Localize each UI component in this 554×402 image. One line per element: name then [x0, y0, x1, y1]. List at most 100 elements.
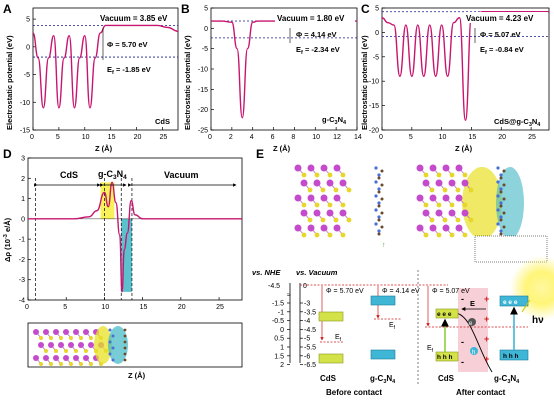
axis-break: ≈: [287, 292, 291, 299]
s-atom: [333, 217, 339, 223]
vacuum-top-tick: 0: [303, 283, 307, 290]
y-tick-label: -4: [19, 298, 25, 305]
plus-sign: +: [484, 314, 489, 324]
s-atom: [49, 362, 53, 366]
cd-atom: [313, 209, 321, 217]
ef-label-after: Ef: [427, 345, 434, 354]
cd-atom: [333, 194, 341, 202]
y-tick-label: 0: [26, 44, 30, 51]
cd-atom: [429, 224, 437, 232]
vacuum-tick-label: -5.5: [304, 345, 316, 352]
y-tick-label: -5: [373, 54, 379, 61]
y-tick-label: -15: [369, 103, 379, 110]
y-tick-label: 2: [21, 176, 25, 183]
cd-atom: [63, 355, 69, 361]
s-atom: [423, 202, 429, 208]
c-atom: [502, 169, 506, 173]
y-tick-label: -5: [202, 46, 208, 53]
s-atom: [340, 232, 346, 238]
cds-lattice-d: [33, 329, 108, 366]
y-tick-label: -15: [20, 128, 30, 135]
cd-atom: [461, 179, 469, 187]
structure-before-e: [294, 164, 384, 238]
cd-atom: [429, 164, 437, 172]
s-atom: [468, 217, 474, 223]
c-atom: [123, 346, 127, 350]
cd-atom: [339, 179, 347, 187]
plot-frame-d: [27, 157, 243, 301]
y-tick-label: 5: [375, 6, 379, 13]
x-tick-label: 12: [333, 134, 341, 141]
c-atom: [502, 197, 506, 201]
x-tick-label: 0: [25, 304, 29, 311]
s-atom: [307, 217, 313, 223]
vs-vacuum-label: vs. Vacuum: [296, 268, 338, 277]
s-atom: [79, 362, 83, 366]
s-atom: [89, 362, 93, 366]
c-atom: [499, 232, 503, 236]
s-atom: [462, 172, 468, 178]
s-atom: [449, 202, 455, 208]
c-atom: [502, 225, 506, 229]
c-atom: [123, 352, 127, 356]
plus-sign: +: [484, 334, 489, 344]
before-contact-label: Before contact: [326, 388, 382, 397]
cd-atom: [442, 164, 450, 172]
s-atom: [423, 172, 429, 178]
s-atom: [455, 187, 461, 193]
n-atom: [496, 194, 500, 198]
gcn-layer-d: [108, 328, 127, 362]
ylabel-a: Electrostatic potential (eV): [5, 35, 14, 130]
c-atom: [502, 211, 506, 215]
nhe-tick-label: -1.5: [272, 301, 284, 308]
n-atom: [499, 201, 503, 205]
cds-cb-block-before: [318, 311, 344, 322]
gcn-electrons: e e e: [503, 299, 518, 306]
minus-signs: - - -: [461, 294, 464, 367]
ticks-c: 0 5 10 15 20 25 5 0 -5 -10 -15 -20: [369, 6, 536, 142]
cd-atom: [416, 194, 424, 202]
cd-atom: [422, 209, 430, 217]
n-atom: [499, 215, 503, 219]
hole-symbol: h: [472, 350, 475, 356]
n-atom: [111, 358, 115, 362]
cd-atom: [442, 224, 450, 232]
energy-ticks: -1.5-1 -0.5 0 0.5 11.5 2 -3-3.5 -4 -4.5 -5 -5.5-6 -…: [272, 301, 316, 370]
xlabel-b: Z (Å): [273, 144, 291, 153]
xlabel-c: Z (Å): [455, 144, 473, 153]
cd-atom: [448, 209, 456, 217]
cd-atom: [73, 355, 79, 361]
e-field-label: E: [470, 299, 475, 308]
cd-atom: [455, 164, 463, 172]
c-atom: [377, 232, 381, 236]
cd-atom: [78, 342, 84, 348]
cd-atom: [320, 164, 328, 172]
y-tick-label: 1: [21, 196, 25, 203]
x-tick-label: 25: [216, 304, 224, 311]
vacuum-tick-label: -6: [304, 353, 310, 360]
minus-sign: -: [461, 337, 464, 347]
cd-atom: [43, 329, 49, 335]
cds-electrons: e e e: [437, 311, 452, 318]
cd-atom: [68, 342, 74, 348]
s-atom: [436, 202, 442, 208]
cd-atom: [48, 342, 54, 348]
panel-e: E ↑ vs. NHE vs. Vacuum -4.5 0 ≈ -1.5-1-0…: [252, 147, 554, 397]
s-atom: [442, 187, 448, 193]
panel-c: C Electrostatic potential (eV) Z (Å) 0 5 1…: [360, 2, 550, 153]
x-tick-label: 5: [56, 134, 60, 141]
cd-atom: [429, 194, 437, 202]
ef-label-cds-before: Ef: [335, 334, 342, 343]
x-tick-label: 10: [101, 304, 109, 311]
panel-b: B Electrostatic potential (eV) Z (Å) 0 2 4…: [181, 2, 362, 153]
nhe-tick-label: 2: [280, 362, 284, 369]
ticks-b: 0 2 4 6 8 10 12 14 5 0 -5 -10 -15 -20 -25: [198, 6, 362, 142]
c-atom: [123, 358, 127, 362]
panel-letter-b: B: [181, 2, 190, 16]
ticks-a: 0 5 10 15 20 25 5 0 -5 -10 -15: [20, 17, 167, 141]
c-atom: [502, 183, 506, 187]
c-atom: [380, 169, 384, 173]
cd-atom: [294, 224, 302, 232]
